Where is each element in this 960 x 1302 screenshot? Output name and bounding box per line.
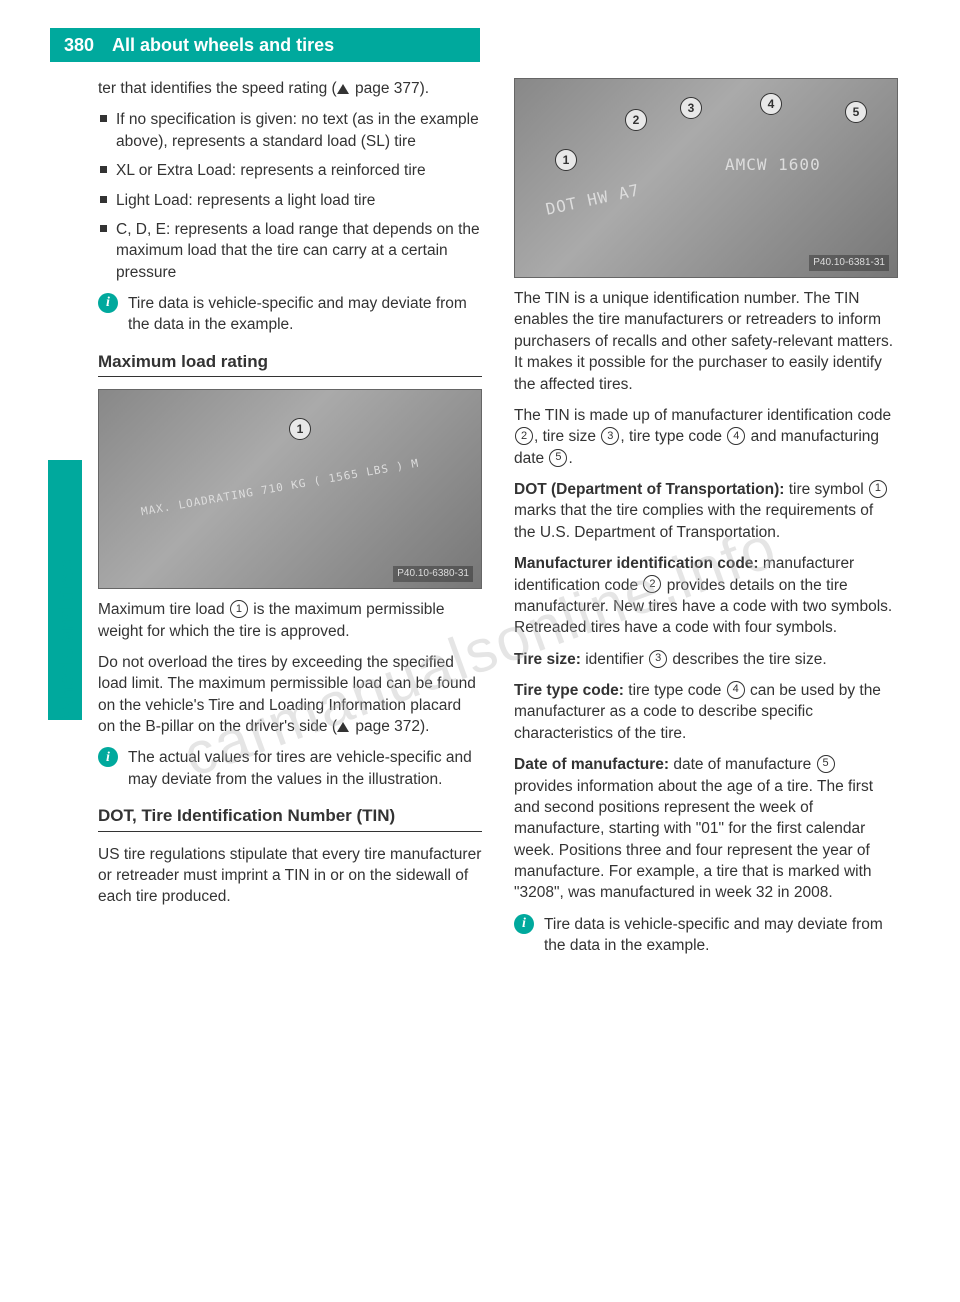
list-item: Light Load: represents a light load tire	[98, 190, 482, 211]
circled-1: 1	[230, 600, 248, 618]
list-item: XL or Extra Load: represents a reinforce…	[98, 160, 482, 181]
circled-2: 2	[643, 575, 661, 593]
info-icon: i	[514, 914, 534, 934]
info-icon: i	[98, 747, 118, 767]
callout-4: 4	[760, 93, 782, 115]
page-number: 380	[50, 28, 104, 62]
section-heading-load: Maximum load rating	[98, 350, 482, 377]
type-para: Tire type code: tire type code 4 can be …	[514, 680, 898, 744]
figure-max-load: 1 MAX. LOADRATING 710 KG ( 1565 LBS ) M …	[98, 389, 482, 589]
circled-3: 3	[601, 427, 619, 445]
header-title: All about wheels and tires	[104, 35, 334, 56]
callout-2: 2	[625, 109, 647, 131]
section-heading-tin: DOT, Tire Identification Number (TIN)	[98, 804, 482, 831]
tin-desc-para: The TIN is a unique identification numbe…	[514, 288, 898, 395]
content-area: ter that identifies the speed rating ( p…	[98, 78, 898, 971]
info-note: i Tire data is vehicle-specific and may …	[514, 914, 898, 957]
load-spec-list: If no specification is given: no text (a…	[98, 109, 482, 283]
circled-5: 5	[549, 449, 567, 467]
size-para: Tire size: identifier 3 describes the ti…	[514, 649, 898, 670]
callout-1: 1	[289, 418, 311, 440]
callout-1: 1	[555, 149, 577, 171]
dot-para: DOT (Department of Transportation): tire…	[514, 479, 898, 543]
tire-marking-text: MAX. LOADRATING 710 KG ( 1565 LBS ) M	[140, 456, 420, 520]
date-para: Date of manufacture: date of manufacture…	[514, 754, 898, 904]
left-column: ter that identifies the speed rating ( p…	[98, 78, 482, 971]
info-note: i The actual values for tires are vehicl…	[98, 747, 482, 790]
circled-2: 2	[515, 427, 533, 445]
side-label: Wheels and tires	[56, 559, 79, 718]
tin-intro-para: US tire regulations stipulate that every…	[98, 844, 482, 908]
tire-marking-amcw: AMCW 1600	[725, 154, 821, 176]
right-column: 1 2 3 4 5 DOT HW A7 AMCW 1600 P40.10-638…	[514, 78, 898, 971]
figure-label: P40.10-6380-31	[393, 566, 473, 582]
tin-composition-para: The TIN is made up of manufacturer ident…	[514, 405, 898, 469]
list-item: C, D, E: represents a load range that de…	[98, 219, 482, 283]
circled-3: 3	[649, 650, 667, 668]
info-icon: i	[98, 293, 118, 313]
figure-label: P40.10-6381-31	[809, 255, 889, 271]
tire-marking-dot: DOT HW A7	[544, 179, 642, 220]
overload-para: Do not overload the tires by exceeding t…	[98, 652, 482, 738]
intro-text: ter that identifies the speed rating ( p…	[98, 78, 482, 99]
header-bar: 380 All about wheels and tires	[50, 28, 480, 62]
triangle-icon	[337, 722, 349, 732]
circled-1: 1	[869, 480, 887, 498]
list-item: If no specification is given: no text (a…	[98, 109, 482, 152]
mic-para: Manufacturer identification code: manufa…	[514, 553, 898, 639]
triangle-icon	[337, 84, 349, 94]
circled-4: 4	[727, 681, 745, 699]
circled-5: 5	[817, 755, 835, 773]
circled-4: 4	[727, 427, 745, 445]
figure-tin: 1 2 3 4 5 DOT HW A7 AMCW 1600 P40.10-638…	[514, 78, 898, 278]
callout-3: 3	[680, 97, 702, 119]
callout-5: 5	[845, 101, 867, 123]
max-load-para: Maximum tire load 1 is the maximum permi…	[98, 599, 482, 642]
info-note: i Tire data is vehicle-specific and may …	[98, 293, 482, 336]
